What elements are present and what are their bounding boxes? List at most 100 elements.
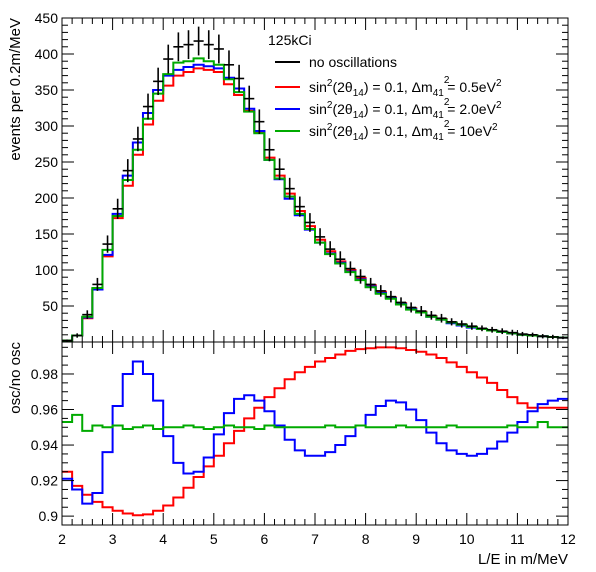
- legend-label-part: ) = 0.1, Δm: [364, 123, 433, 139]
- legend-label-part: (2θ: [332, 79, 352, 95]
- top-y-tick-label: 350: [35, 82, 59, 98]
- data-point-no-oscillations: [436, 313, 447, 323]
- legend: 125kCi no oscillations sin2(2θ14) = 0.1, …: [268, 32, 502, 143]
- x-tick-label: 12: [560, 531, 576, 547]
- data-point-no-oscillations: [153, 67, 164, 96]
- legend-label-part: 2: [444, 119, 450, 130]
- ratio-step-line-2: [62, 413, 568, 432]
- x-tick-label: 11: [510, 531, 525, 547]
- legend-entry-2: sin2(2θ14) = 0.1, Δm412 = 2.0eV2: [275, 97, 502, 121]
- top-y-tick-label: 250: [35, 154, 59, 170]
- top-y-tick-label: 300: [35, 118, 59, 134]
- bottom-ticks: 0.9 0.92 0.94 0.96 0.98 2 3 4 5 6 7 8 9 10 11 12: [31, 342, 576, 547]
- data-point-no-oscillations: [132, 126, 143, 152]
- data-point-no-oscillations: [416, 306, 427, 317]
- top-y-tick-label: 450: [35, 10, 59, 26]
- bottom-y-tick-label: 0.96: [31, 402, 58, 418]
- legend-label-part: ) = 0.1, Δm: [364, 101, 433, 117]
- top-y-tick-label: 200: [35, 190, 59, 206]
- data-point-no-oscillations: [456, 320, 467, 328]
- bottom-y-tick-label: 0.94: [31, 437, 58, 453]
- legend-entry-0: no oscillations: [275, 54, 397, 70]
- data-point-no-oscillations: [497, 328, 508, 335]
- data-point-no-oscillations: [264, 138, 275, 162]
- data-point-no-oscillations: [517, 331, 528, 337]
- data-point-no-oscillations: [112, 198, 123, 219]
- bottom-panel: 0.9 0.92 0.94 0.96 0.98 2 3 4 5 6 7 8 9 10 11 12 osc/no…: [7, 341, 576, 568]
- data-point-no-oscillations: [325, 241, 336, 258]
- data-point-no-oscillations: [82, 310, 93, 319]
- x-tick-label: 10: [459, 531, 475, 547]
- x-tick-label: 6: [261, 531, 269, 547]
- data-point-no-oscillations: [183, 30, 194, 60]
- legend-label-part: 2: [492, 122, 498, 133]
- data-point-no-oscillations: [487, 326, 498, 333]
- legend-label-part: 2: [444, 75, 450, 86]
- ratio-step-line-1: [62, 360, 568, 505]
- legend-label-part: = 0.5eV: [443, 79, 496, 95]
- top-y-tick-label: 50: [42, 298, 58, 314]
- data-point-no-oscillations: [62, 339, 73, 342]
- top-y-tick-label: 100: [35, 262, 59, 278]
- data-point-no-oscillations: [385, 290, 396, 303]
- bottom-y-axis-label: osc/no osc: [7, 342, 24, 414]
- legend-label-part: ) = 0.1, Δm: [364, 79, 433, 95]
- legend-label-part: 2: [327, 78, 333, 89]
- data-point-no-oscillations: [254, 109, 265, 134]
- data-point-no-oscillations: [92, 277, 103, 291]
- legend-title: 125kCi: [268, 32, 312, 48]
- data-point-no-oscillations: [304, 213, 315, 232]
- data-point-no-oscillations: [507, 329, 518, 336]
- data-point-no-oscillations: [142, 93, 154, 120]
- data-point-no-oscillations: [122, 159, 133, 183]
- top-y-tick-label: 150: [35, 226, 59, 242]
- data-point-no-oscillations: [466, 322, 477, 330]
- data-point-no-oscillations: [234, 64, 245, 93]
- data-point-no-oscillations: [527, 332, 538, 337]
- legend-label-0: no oscillations: [309, 54, 397, 70]
- data-point-no-oscillations: [163, 44, 174, 74]
- legend-label-part: (2θ: [332, 123, 352, 139]
- data-point-no-oscillations: [274, 158, 285, 180]
- legend-label-part: 41: [433, 88, 445, 99]
- legend-entry-1: sin2(2θ14) = 0.1, Δm412 = 0.5eV2: [275, 75, 502, 99]
- x-tick-label: 9: [412, 531, 420, 547]
- x-tick-label: 7: [311, 531, 319, 547]
- legend-label-part: 2: [444, 97, 450, 108]
- data-point-no-oscillations: [406, 302, 417, 313]
- legend-label-part: 2: [327, 100, 333, 111]
- top-series-0: [62, 26, 568, 342]
- bottom-series-group: [62, 346, 568, 517]
- legend-label-part: 14: [353, 88, 365, 99]
- legend-entry-3: sin2(2θ14) = 0.1, Δm412 = 10eV2: [275, 119, 498, 143]
- bottom-y-tick-label: 0.9: [39, 508, 59, 524]
- top-series-group: [62, 26, 568, 342]
- data-point-no-oscillations: [476, 325, 488, 332]
- data-point-no-oscillations: [335, 251, 346, 268]
- legend-label-part: 2: [327, 122, 333, 133]
- x-axis-label: L/E in m/MeV: [478, 551, 568, 568]
- data-point-no-oscillations: [355, 269, 366, 284]
- legend-label-2: sin2(2θ14) = 0.1, Δm412 = 2.0eV2: [309, 97, 502, 121]
- legend-label-part: 41: [433, 132, 445, 143]
- data-point-no-oscillations: [426, 311, 437, 320]
- data-point-no-oscillations: [72, 333, 83, 338]
- x-tick-label: 8: [362, 531, 370, 547]
- data-point-no-oscillations: [547, 334, 558, 340]
- data-point-no-oscillations: [294, 196, 305, 217]
- x-tick-label: 5: [210, 531, 218, 547]
- top-panel: 50 100 150 200 250 300 350 400 450 events per 0.…: [7, 10, 569, 343]
- x-tick-label: 3: [109, 531, 117, 547]
- data-point-no-oscillations: [102, 235, 113, 253]
- data-point-no-oscillations: [193, 26, 204, 56]
- data-point-no-oscillations: [537, 334, 548, 339]
- data-point-no-oscillations: [395, 297, 407, 308]
- data-point-no-oscillations: [173, 32, 184, 62]
- data-point-no-oscillations: [375, 285, 386, 297]
- legend-label-part: 2: [496, 100, 502, 111]
- legend-label-part: 14: [353, 132, 365, 143]
- bottom-y-tick-label: 0.98: [31, 366, 58, 382]
- legend-label-1: sin2(2θ14) = 0.1, Δm412 = 0.5eV2: [309, 75, 502, 99]
